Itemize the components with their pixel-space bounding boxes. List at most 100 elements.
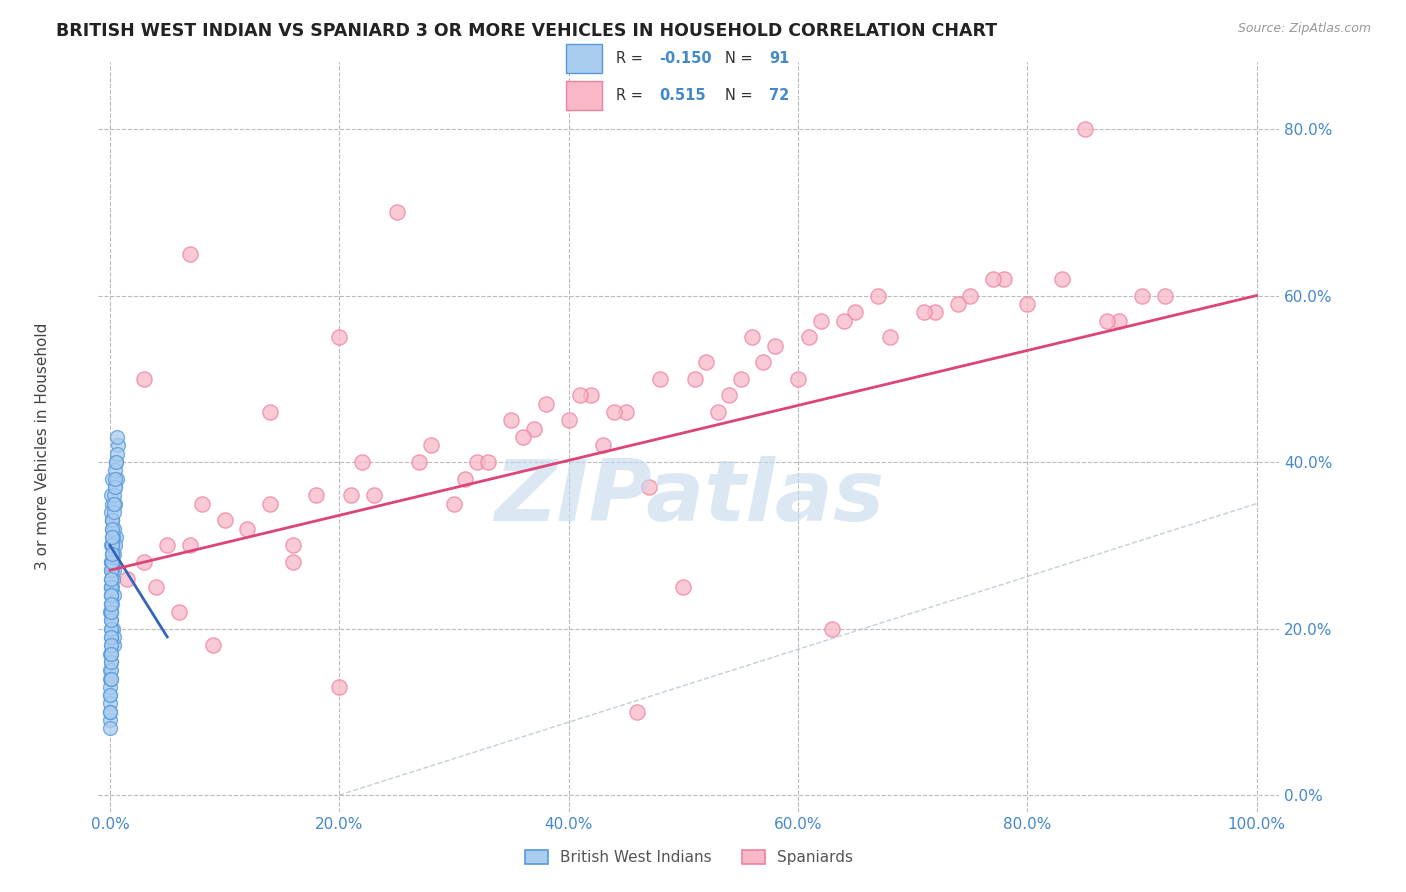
Point	[100, 530, 122, 544]
Text: 91: 91	[769, 51, 790, 66]
Point	[283, 538, 305, 552]
Point	[105, 455, 128, 469]
Point	[100, 530, 122, 544]
FancyBboxPatch shape	[567, 44, 602, 73]
Point	[408, 455, 430, 469]
Point	[305, 488, 328, 502]
Point	[100, 597, 122, 611]
Point	[718, 388, 741, 402]
Point	[100, 630, 122, 644]
Legend: British West Indians, Spaniards: British West Indians, Spaniards	[519, 844, 859, 871]
Point	[752, 355, 775, 369]
Text: N =: N =	[725, 51, 758, 66]
Point	[100, 672, 122, 686]
Point	[385, 205, 408, 219]
Point	[100, 572, 122, 586]
Point	[592, 438, 614, 452]
Point	[100, 488, 122, 502]
Point	[103, 630, 125, 644]
Text: 72: 72	[769, 88, 790, 103]
Point	[557, 413, 579, 427]
Point	[100, 572, 122, 586]
Point	[101, 522, 124, 536]
Point	[98, 705, 121, 719]
Point	[101, 622, 124, 636]
Point	[167, 605, 190, 619]
Point	[339, 488, 361, 502]
Point	[1130, 288, 1153, 302]
Point	[100, 622, 122, 636]
Point	[145, 580, 167, 594]
Point	[1153, 288, 1175, 302]
Point	[581, 388, 603, 402]
Point	[115, 572, 138, 586]
Point	[100, 655, 122, 669]
Point	[104, 530, 127, 544]
Point	[821, 622, 844, 636]
Point	[179, 247, 201, 261]
Point	[103, 497, 125, 511]
Point	[100, 555, 122, 569]
Point	[236, 522, 259, 536]
Point	[103, 488, 125, 502]
Point	[868, 288, 890, 302]
Point	[100, 538, 122, 552]
Point	[100, 613, 122, 627]
Point	[98, 705, 121, 719]
Point	[98, 663, 121, 677]
Point	[101, 580, 124, 594]
Point	[477, 455, 499, 469]
Point	[98, 647, 121, 661]
Point	[650, 372, 672, 386]
Point	[100, 505, 122, 519]
Point	[103, 572, 125, 586]
Text: ZIPatlas: ZIPatlas	[494, 456, 884, 539]
Point	[156, 538, 179, 552]
Text: 3 or more Vehicles in Household: 3 or more Vehicles in Household	[35, 322, 49, 570]
Point	[363, 488, 385, 502]
Point	[981, 272, 1004, 286]
Point	[420, 438, 443, 452]
Point	[98, 713, 121, 727]
Point	[465, 455, 488, 469]
Point	[993, 272, 1015, 286]
Point	[104, 497, 127, 511]
Point	[832, 313, 855, 327]
Point	[259, 405, 281, 419]
Point	[100, 513, 122, 527]
Point	[100, 672, 122, 686]
Text: -0.150: -0.150	[659, 51, 713, 66]
Point	[190, 497, 212, 511]
Point	[98, 688, 121, 702]
Point	[105, 447, 128, 461]
Point	[100, 680, 122, 694]
Point	[100, 580, 122, 594]
Point	[104, 480, 127, 494]
Point	[103, 638, 125, 652]
Point	[214, 513, 236, 527]
Point	[104, 463, 127, 477]
Point	[104, 538, 127, 552]
Point	[98, 697, 121, 711]
Point	[100, 672, 122, 686]
Point	[101, 538, 124, 552]
Point	[1050, 272, 1073, 286]
Point	[134, 555, 156, 569]
Point	[741, 330, 763, 344]
Point	[603, 405, 626, 419]
Text: Source: ZipAtlas.com: Source: ZipAtlas.com	[1237, 22, 1371, 36]
Point	[100, 638, 122, 652]
Point	[100, 647, 122, 661]
Point	[100, 588, 122, 602]
Point	[1017, 297, 1039, 311]
Point	[100, 563, 122, 577]
Point	[101, 513, 124, 527]
Point	[501, 413, 523, 427]
Point	[101, 547, 124, 561]
Point	[107, 438, 129, 452]
Text: BRITISH WEST INDIAN VS SPANIARD 3 OR MORE VEHICLES IN HOUSEHOLD CORRELATION CHAR: BRITISH WEST INDIAN VS SPANIARD 3 OR MOR…	[56, 22, 997, 40]
Text: R =: R =	[616, 51, 647, 66]
Point	[101, 538, 124, 552]
Point	[103, 588, 125, 602]
Point	[105, 430, 128, 444]
